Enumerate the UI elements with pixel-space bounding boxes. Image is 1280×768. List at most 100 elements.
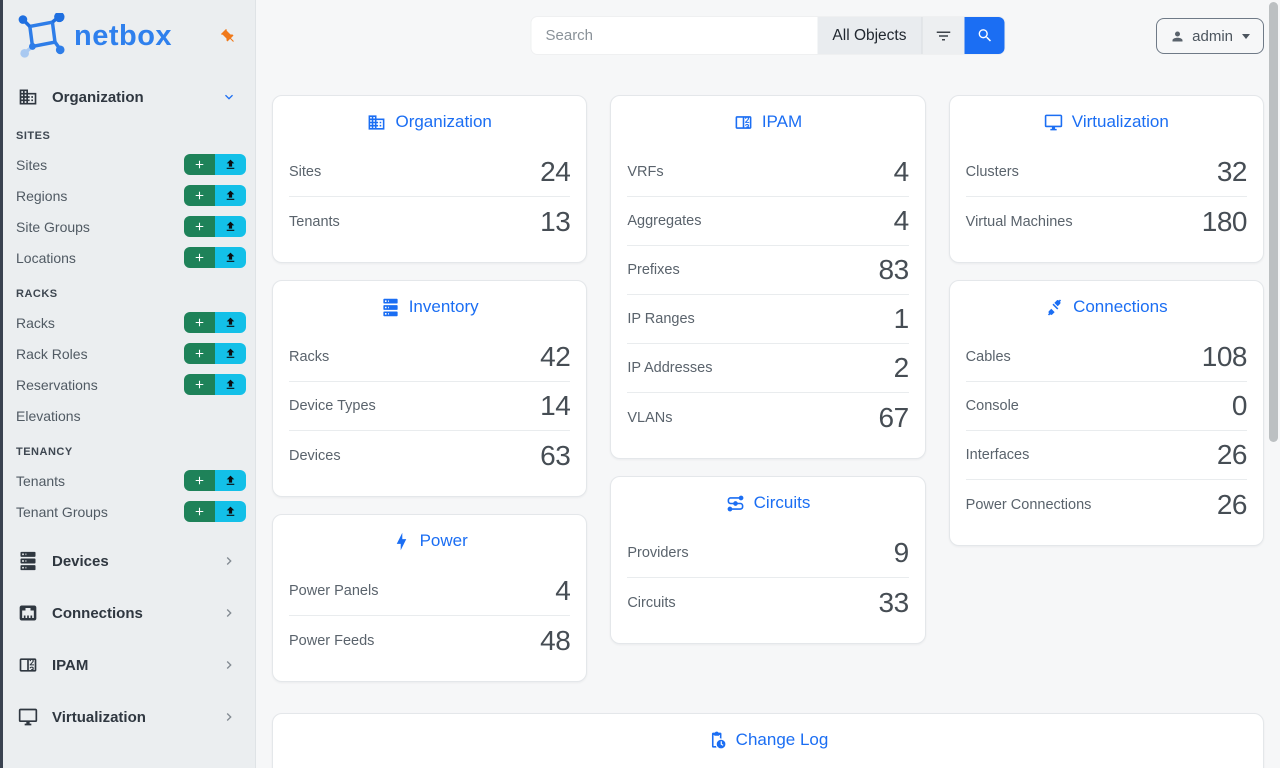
import-racks-button[interactable]	[215, 312, 246, 333]
upload-icon	[224, 505, 237, 518]
card-title-label: Power	[419, 531, 468, 550]
scrollbar	[1266, 0, 1280, 768]
add-locations-button[interactable]	[184, 247, 215, 268]
import-sites-button[interactable]	[215, 154, 246, 175]
sidebar-item-sites[interactable]: Sites	[0, 149, 255, 180]
sidebar-item-label[interactable]: Tenants	[16, 472, 66, 489]
sidebar-section-header-sites: SITES	[16, 130, 51, 142]
card-title-circuits[interactable]: Circuits	[611, 477, 924, 529]
sidebar-item-regions[interactable]: Regions	[0, 180, 255, 211]
sidebar-group-devices[interactable]: Devices	[8, 541, 247, 581]
card-title-connections[interactable]: Connections	[950, 281, 1263, 333]
card-title-ipam[interactable]: IPAM	[611, 96, 924, 148]
import-locations-button[interactable]	[215, 247, 246, 268]
changelog-title[interactable]: Change Log	[273, 714, 1263, 766]
row-value: 67	[878, 401, 910, 433]
search-scope-label: All Objects	[832, 26, 907, 44]
card-row-interfaces: Interfaces 26	[965, 431, 1247, 480]
card-virtualization: Virtualization Clusters 32 Virtual Machines…	[948, 95, 1264, 263]
card-title-organization[interactable]: Organization	[273, 96, 586, 148]
row-value: 32	[1216, 156, 1248, 187]
row-value: 26	[1216, 488, 1248, 520]
sidebar-item-label[interactable]: Locations	[16, 249, 76, 266]
filter-button[interactable]	[921, 17, 965, 54]
sidebar-item-label[interactable]: Reservations	[16, 376, 98, 393]
add-tenant-groups-button[interactable]	[184, 501, 215, 522]
sidebar-item-elevations[interactable]: Elevations	[0, 400, 255, 431]
sidebar-item-label[interactable]: Rack Roles	[16, 345, 88, 362]
search-scope-select[interactable]: All Objects	[817, 17, 922, 54]
search-input[interactable]	[531, 17, 818, 54]
user-menu-button[interactable]: admin	[1156, 18, 1264, 54]
sidebar-item-reservations[interactable]: Reservations	[0, 369, 255, 400]
sidebar-group-connections[interactable]: Connections	[8, 593, 247, 633]
sidebar-item-label[interactable]: Tenant Groups	[16, 503, 108, 520]
card-body: Providers 9 Circuits 33	[611, 529, 924, 643]
search-icon	[976, 27, 993, 44]
import-tenants-button[interactable]	[215, 470, 246, 491]
row-value: 4	[893, 156, 910, 187]
row-label: Tenants	[289, 213, 340, 230]
add-rack-roles-button[interactable]	[184, 343, 215, 364]
sidebar-item-label[interactable]: Site Groups	[16, 218, 90, 235]
import-regions-button[interactable]	[215, 185, 246, 206]
card-row-clusters: Clusters 32	[965, 148, 1248, 197]
card-title-label: Virtualization	[1071, 112, 1169, 131]
import-reservations-button[interactable]	[215, 374, 246, 395]
plus-icon	[193, 474, 206, 487]
card-title-virtualization[interactable]: Virtualization	[950, 96, 1263, 148]
sidebar-item-tenants[interactable]: Tenants	[0, 465, 255, 496]
row-label: Power Connections	[965, 496, 1092, 513]
add-tenants-button[interactable]	[184, 470, 215, 491]
row-value: 63	[540, 439, 571, 471]
sidebar-group-organization[interactable]: Organization	[8, 79, 247, 115]
add-sites-button[interactable]	[184, 154, 215, 175]
import-site-groups-button[interactable]	[215, 216, 246, 237]
item-actions	[184, 216, 246, 237]
add-site-groups-button[interactable]	[184, 216, 215, 237]
row-label: Clusters	[965, 164, 1019, 180]
add-regions-button[interactable]	[184, 185, 215, 206]
netbox-logo-icon[interactable]	[16, 13, 68, 59]
sidebar-sections: SITES Sites Regions Site Groups Locations RAC…	[0, 115, 255, 527]
row-label: Devices	[289, 447, 341, 464]
sidebar-item-site-groups[interactable]: Site Groups	[0, 211, 255, 242]
search-button[interactable]	[964, 17, 1005, 54]
row-label: Cables	[965, 349, 1011, 365]
row-label: Interfaces	[965, 447, 1030, 463]
sidebar-item-label[interactable]: Racks	[16, 314, 55, 331]
sidebar-item-rack-roles[interactable]: Rack Roles	[0, 338, 255, 369]
row-label: Sites	[289, 164, 322, 180]
card-body: Clusters 32 Virtual Machines 180	[950, 148, 1263, 262]
upload-icon	[224, 251, 237, 264]
card-column: Virtualization Clusters 32 Virtual Machines…	[948, 95, 1264, 682]
sidebar-item-label[interactable]: Elevations	[16, 407, 81, 424]
row-value: 2	[893, 352, 910, 383]
sidebar-item-locations[interactable]: Locations	[0, 242, 255, 273]
card-body: Power Panels 4 Power Feeds 48	[273, 567, 586, 681]
sidebar-group-label: Connections	[52, 604, 143, 622]
sidebar-item-label[interactable]: Regions	[16, 187, 68, 204]
add-racks-button[interactable]	[184, 312, 215, 333]
scrollbar-thumb[interactable]	[1269, 2, 1278, 442]
upload-icon	[224, 158, 237, 171]
card-title-power[interactable]: Power	[273, 515, 586, 567]
import-tenant-groups-button[interactable]	[215, 501, 246, 522]
organization-icon	[367, 113, 386, 132]
plus-icon	[193, 316, 206, 329]
sidebar-item-racks[interactable]: Racks	[0, 307, 255, 338]
brand-name[interactable]: netbox	[74, 19, 173, 52]
sidebar-group-label: IPAM	[52, 656, 89, 674]
card-title-inventory[interactable]: Inventory	[273, 281, 586, 333]
sidebar-item-label[interactable]: Sites	[16, 156, 48, 173]
add-reservations-button[interactable]	[184, 374, 215, 395]
pin-sidebar-icon[interactable]	[220, 28, 237, 45]
sidebar-item-tenant-groups[interactable]: Tenant Groups	[0, 496, 255, 527]
sidebar-group-ipam[interactable]: IPAM	[8, 645, 247, 685]
row-value: 9	[893, 537, 910, 568]
changelog-card: Change Log	[272, 713, 1264, 768]
sidebar-group-virtualization[interactable]: Virtualization	[8, 697, 247, 737]
card-body: Racks 42 Device Types 14 Devices 63	[273, 333, 586, 496]
import-rack-roles-button[interactable]	[215, 343, 246, 364]
chevron-right-icon	[221, 553, 237, 569]
